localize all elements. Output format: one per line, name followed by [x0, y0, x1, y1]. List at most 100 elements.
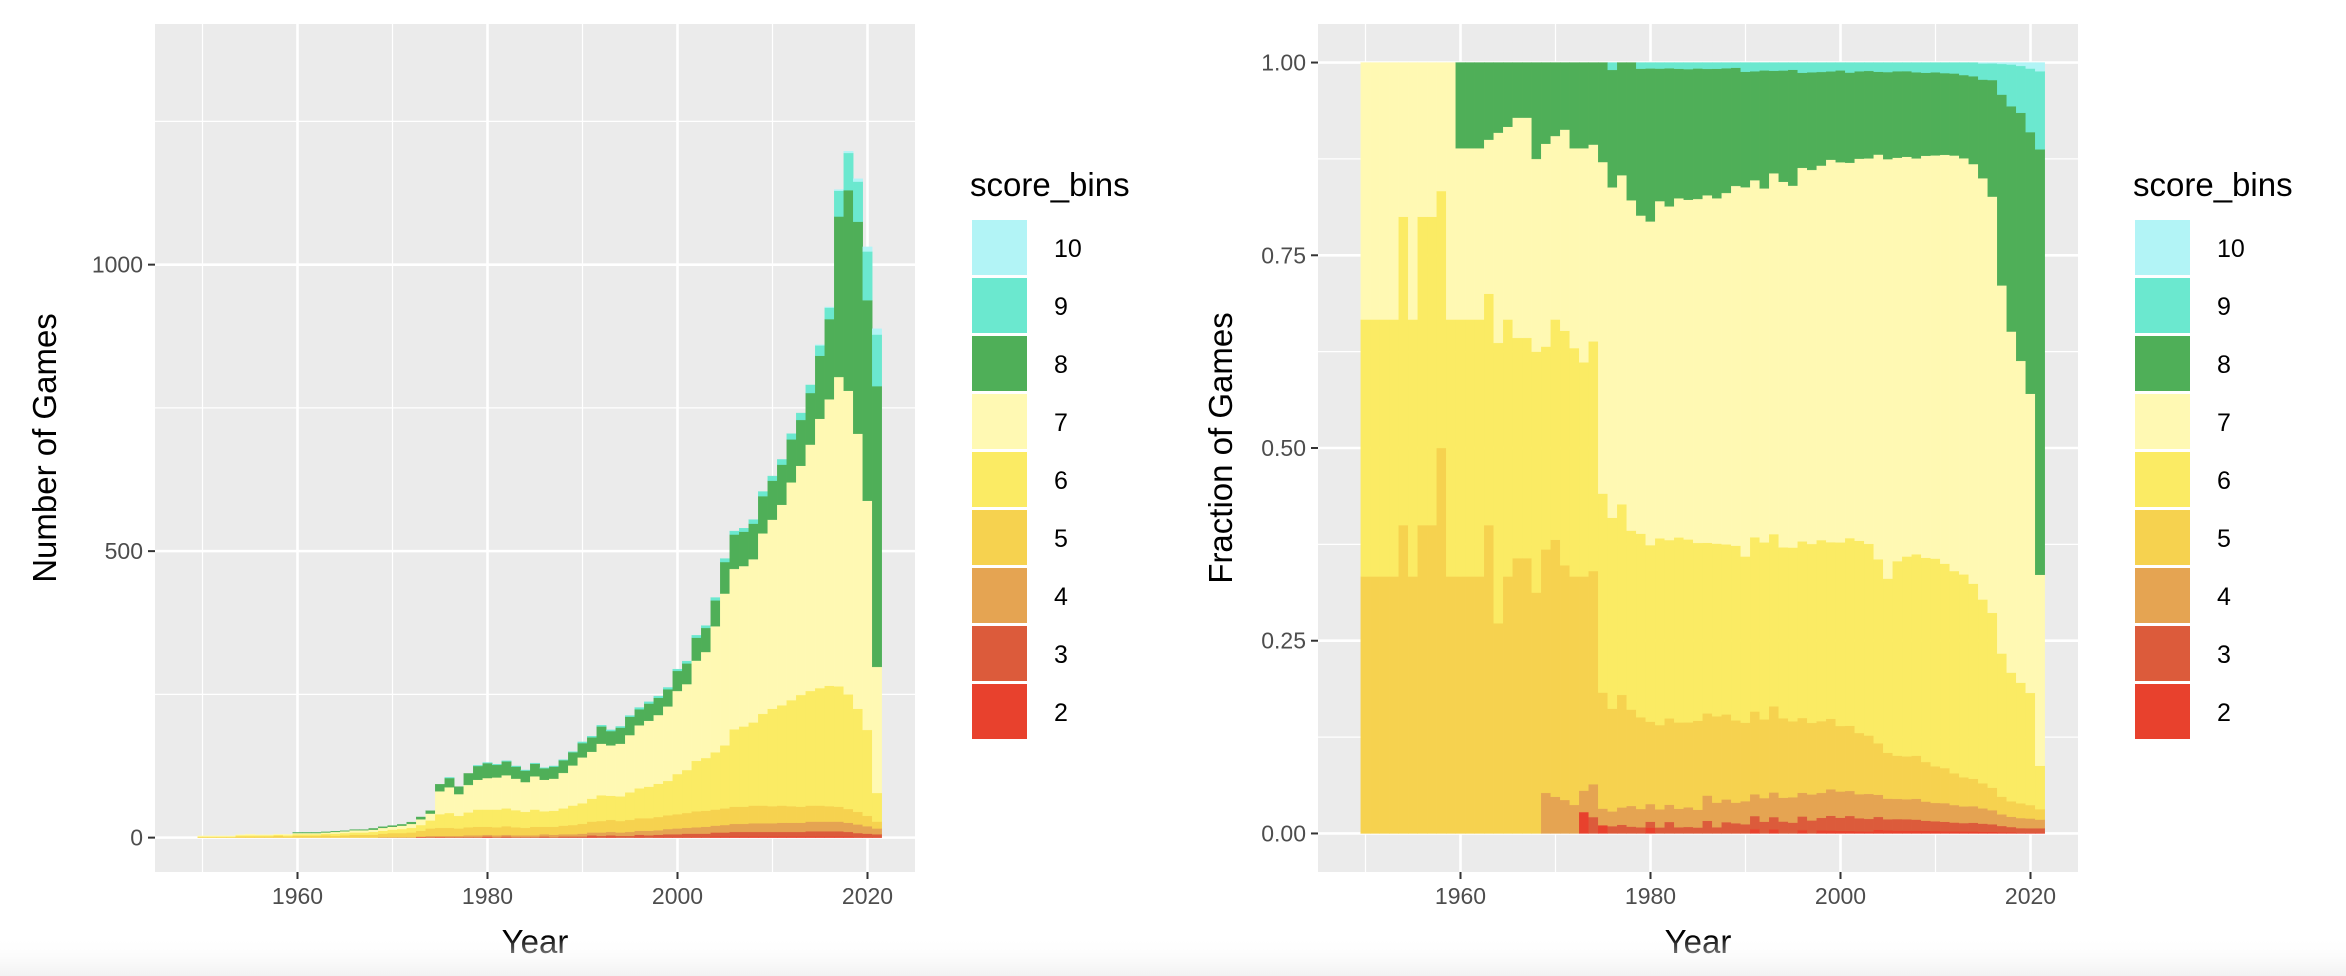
bar-segment-1979-score-7	[1636, 215, 1646, 534]
bar-segment-1999-score-4	[663, 828, 673, 835]
bar-segment-1973-score-8	[416, 816, 426, 820]
bar-segment-2011-score-5	[1940, 767, 1950, 804]
bar-segment-1992-score-9	[1759, 62, 1770, 71]
bar-segment-2015-score-5	[1978, 783, 1988, 809]
bar-segment-2007-score-5	[739, 806, 749, 825]
bar-segment-1998-score-6	[1816, 539, 1827, 722]
bar-segment-2011-score-6	[777, 705, 787, 806]
bar-segment-2015-score-7	[815, 418, 825, 689]
bar-segment-2009-score-5	[758, 805, 768, 824]
bar-segment-1981-score-6	[492, 809, 502, 828]
legend-label-3: 3	[2217, 641, 2231, 669]
bar-segment-1959-score-5	[1446, 576, 1456, 834]
bar-segment-1976-score-5	[444, 827, 455, 837]
bar-segment-2005-score-4	[720, 824, 730, 833]
bar-segment-2007-score-4	[739, 823, 749, 833]
bar-segment-1959-score-7	[283, 833, 293, 836]
bar-segment-2016-score-8	[1987, 79, 1998, 197]
bar-segment-2011-score-5	[777, 805, 787, 823]
bar-segment-1974-score-5	[425, 828, 436, 837]
bar-segment-1960-score-5	[1455, 576, 1466, 834]
legend-label-4: 4	[1054, 583, 1068, 611]
bar-segment-2016-score-7	[824, 399, 835, 686]
bar-segment-1989-score-9	[568, 751, 578, 753]
bar-segment-2007-score-3	[739, 831, 749, 837]
bar-segment-2021-score-7	[872, 666, 882, 794]
bar-segment-1975-score-7	[1598, 161, 1608, 494]
bar-segment-1956-score-6	[1417, 216, 1428, 526]
bar-segment-2008-score-6	[748, 722, 759, 806]
bar-segment-1991-score-2	[1750, 828, 1760, 834]
bar-segment-1976-score-6	[444, 812, 455, 829]
bar-segment-2001-score-6	[682, 769, 692, 814]
bar-segment-1960-score-7	[1455, 148, 1466, 320]
bar-segment-2009-score-3	[758, 831, 768, 837]
bar-segment-1993-score-5	[1769, 706, 1779, 793]
bar-segment-1999-score-7	[663, 706, 673, 782]
bottom-shadow	[0, 936, 2346, 976]
bar-segment-1972-score-5	[1569, 576, 1580, 806]
bar-segment-2019-score-7	[2016, 360, 2026, 683]
bar-segment-1967-score-6	[359, 832, 369, 835]
bar-segment-1955-score-5	[1408, 576, 1418, 834]
bar-segment-2015-score-5	[815, 805, 825, 822]
bar-segment-1971-score-7	[397, 825, 407, 830]
bar-segment-2005-score-6	[1883, 578, 1893, 753]
bar-segment-1994-score-9	[1778, 62, 1789, 71]
bar-segment-1995-score-4	[1788, 797, 1798, 823]
bar-segment-2017-score-5	[1997, 796, 2007, 815]
bar-segment-2009-score-6	[758, 713, 768, 806]
bar-segment-2008-score-4	[748, 823, 759, 833]
bar-segment-2000-score-8	[672, 670, 683, 692]
bar-segment-1981-score-7	[1655, 200, 1665, 539]
bar-segment-1984-score-6	[1683, 539, 1694, 723]
bar-segment-2005-score-9	[1883, 62, 1893, 73]
bar-segment-1966-score-8	[1512, 62, 1523, 118]
bar-segment-1994-score-9	[615, 726, 626, 728]
bar-segment-1990-score-4	[1740, 800, 1751, 825]
bar-segment-1978-score-8	[1626, 62, 1637, 201]
bar-segment-1990-score-6	[1740, 556, 1751, 723]
legend-label-8: 8	[1054, 351, 1068, 379]
bar-segment-2014-score-6	[805, 690, 816, 806]
bar-segment-1997-score-8	[644, 703, 654, 721]
bar-segment-1986-score-7	[1702, 195, 1713, 543]
bar-segment-2017-score-5	[834, 806, 844, 822]
bar-segment-1983-score-6	[1674, 537, 1684, 723]
bar-segment-2010-score-3	[767, 831, 778, 837]
bar-segment-2020-score-8	[2025, 131, 2036, 394]
bar-segment-1951-score-5	[1370, 576, 1380, 834]
bar-segment-1975-score-5	[435, 827, 445, 837]
bar-segment-2006-score-8	[1892, 70, 1903, 158]
bar-segment-2021-score-5	[2035, 808, 2045, 820]
bar-segment-2007-score-6	[1902, 556, 1912, 757]
bar-segment-1988-score-9	[1721, 62, 1732, 69]
bar-segment-2001-score-4	[1845, 790, 1855, 817]
bar-segment-1988-score-8	[558, 760, 569, 774]
bar-segment-1997-score-4	[1807, 794, 1817, 821]
bar-segment-1957-score-5	[1427, 524, 1437, 834]
bar-segment-1951-score-7	[1370, 62, 1380, 320]
bar-segment-1991-score-5	[587, 821, 597, 833]
bar-segment-2017-score-8	[834, 216, 844, 378]
bar-segment-2009-score-4	[1921, 801, 1931, 821]
bar-segment-2007-score-8	[1902, 70, 1912, 157]
bar-segment-2000-score-6	[672, 773, 683, 815]
bar-segment-1988-score-7	[1721, 192, 1732, 545]
bar-segment-1995-score-7	[1788, 185, 1798, 548]
bar-segment-2011-score-2	[1940, 830, 1950, 834]
bar-segment-2006-score-7	[729, 568, 740, 730]
legend-swatch-6	[2135, 452, 2190, 507]
bar-segment-1976-score-4	[1607, 811, 1618, 827]
bar-segment-1973-score-5	[416, 830, 426, 837]
bar-segment-1964-score-6	[330, 833, 341, 837]
x-tick-label: 2000	[652, 883, 703, 909]
bar-segment-1992-score-4	[1759, 797, 1770, 822]
bar-segment-1998-score-7	[653, 714, 664, 784]
bar-segment-1961-score-5	[302, 835, 312, 838]
bar-segment-1983-score-7	[511, 778, 521, 811]
bar-segment-1993-score-4	[606, 831, 616, 836]
bar-segment-1954-score-7	[1398, 62, 1409, 217]
bar-segment-2018-score-7	[843, 390, 854, 695]
bar-segment-1952-score-6	[1379, 319, 1390, 577]
